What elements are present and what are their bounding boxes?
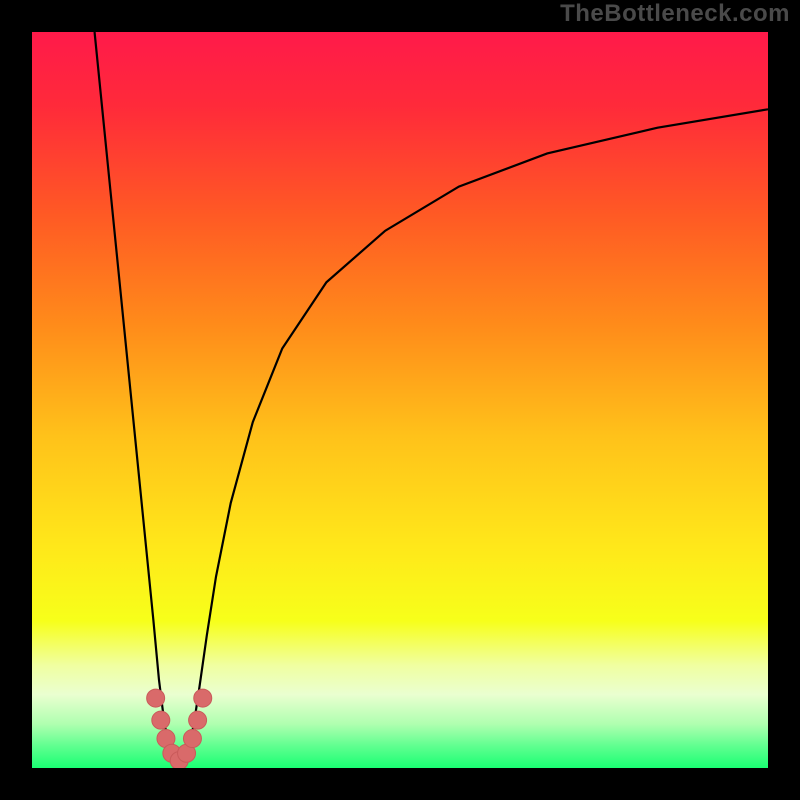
- curve-left-branch: [95, 32, 180, 766]
- curve-right-branch: [179, 109, 768, 766]
- chart-container: TheBottleneck.com: [0, 0, 800, 800]
- highlight-marker: [189, 711, 207, 729]
- highlight-marker: [194, 689, 212, 707]
- highlight-marker: [147, 689, 165, 707]
- highlight-marker: [152, 711, 170, 729]
- watermark-text: TheBottleneck.com: [560, 0, 790, 28]
- highlight-marker: [183, 730, 201, 748]
- chart-svg: [32, 32, 768, 768]
- plot-area: [32, 32, 768, 768]
